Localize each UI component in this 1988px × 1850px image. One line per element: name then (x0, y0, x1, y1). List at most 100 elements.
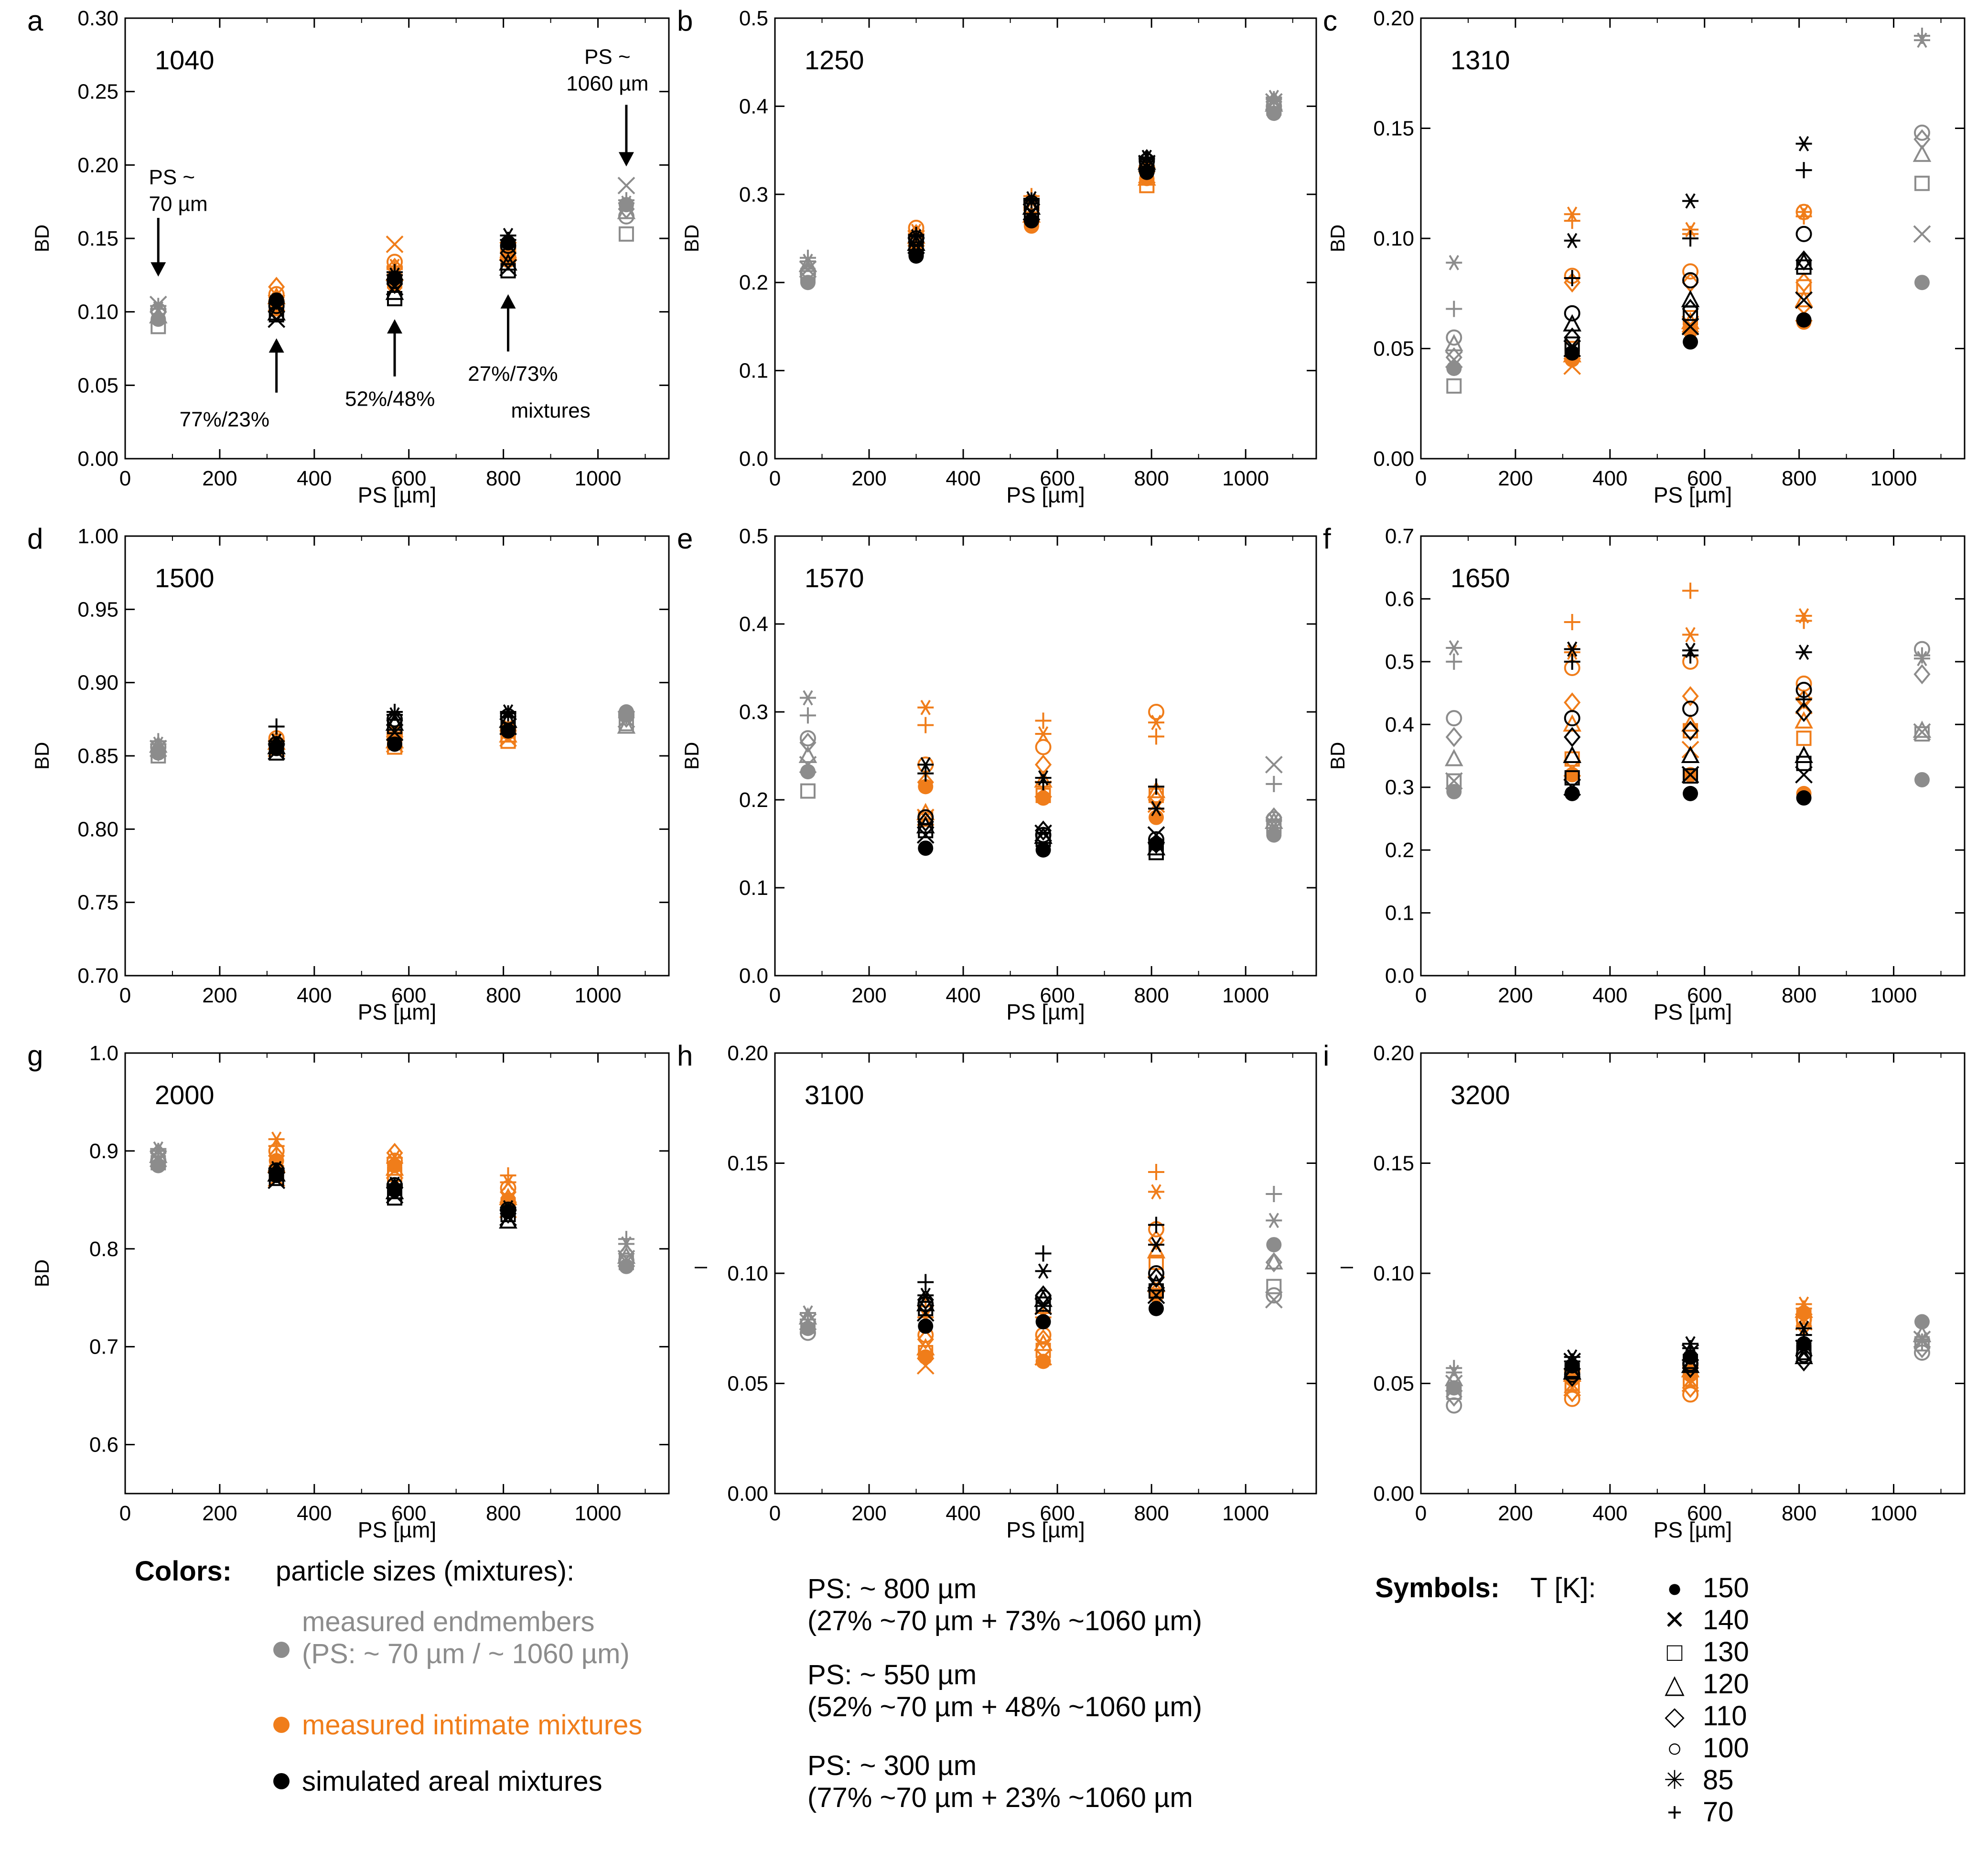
panel-title: 3100 (805, 1080, 864, 1110)
triangle-marker (1913, 144, 1932, 162)
plus-marker (1148, 728, 1165, 745)
x-tick-label: 200 (202, 467, 237, 490)
annotation-text: 27%/73% (468, 362, 558, 386)
diamond-marker (1795, 272, 1813, 293)
series-areal (1563, 1321, 1813, 1387)
diamond-marker (150, 741, 167, 762)
asterisk-marker (268, 733, 285, 749)
x-tick-label: 800 (486, 1502, 521, 1525)
plus-marker (150, 733, 167, 750)
panel-c: 0 200 400 600 800 1000 0.00 0.05 0.10 0.15 0.20 PS … (1323, 5, 1966, 507)
x-axis-label: PS [µm] (358, 1000, 437, 1024)
ps-note-300-line1: PS: ~ 300 µm (807, 1750, 977, 1781)
circle-marker (1035, 827, 1052, 843)
plus-marker (1148, 1163, 1165, 1180)
asterisk-marker (1035, 726, 1052, 742)
x-icon: ✕ (1664, 1605, 1686, 1635)
x-tick-label: 600 (1040, 1502, 1075, 1525)
square-marker (500, 263, 516, 279)
asterisk-marker (1266, 813, 1282, 829)
plus-marker (1795, 1327, 1812, 1344)
filled-circle-marker (1683, 785, 1698, 801)
y-tick-label: 0.4 (1385, 713, 1414, 736)
x-marker (1445, 772, 1463, 790)
plus-marker (1139, 150, 1155, 167)
x-tick-label: 200 (851, 467, 886, 490)
x-tick-label: 800 (486, 467, 521, 490)
square-marker (1796, 755, 1812, 771)
y-tick-label: 0.6 (89, 1433, 118, 1457)
x-marker (499, 259, 517, 277)
diamond-marker (1564, 727, 1581, 747)
diamond-marker (1023, 194, 1040, 215)
panel-b: 0 200 400 600 800 1000 0.0 0.1 0.2 0.3 0.4 0.5 PS [µ… (677, 5, 1317, 507)
plus-marker (500, 705, 516, 722)
plus-marker (1795, 208, 1812, 225)
triangle-marker (1681, 745, 1700, 763)
y-axis-label: BD (31, 225, 53, 252)
ps-note-550: PS: ~ 550 µm (52% ~70 µm + 48% ~1060 µm) (807, 1659, 1202, 1723)
square-marker (1266, 1279, 1282, 1294)
diamond-marker (618, 1243, 635, 1264)
circle-marker (1035, 739, 1052, 755)
plot-frame (774, 535, 1317, 977)
y-tick-label: 0.7 (1385, 525, 1414, 548)
x-marker (386, 235, 404, 253)
y-tick-label: 1.0 (89, 1042, 118, 1065)
plus-marker (1682, 647, 1699, 664)
panel-letter: i (1323, 1040, 1329, 1072)
circle-marker (1564, 1390, 1580, 1407)
plus-marker (1148, 1216, 1165, 1233)
plot-frame (1420, 535, 1966, 977)
y-tick-label: 0.4 (739, 613, 768, 636)
asterisk-marker (917, 1288, 934, 1303)
plus-marker (1795, 691, 1812, 708)
diamond-marker (1564, 692, 1581, 713)
symbol-value: 70 (1703, 1796, 1734, 1828)
series-endmember (149, 176, 636, 334)
colors-legend: Colors: particle sizes (mixtures): measu… (135, 1555, 642, 1798)
diamond-marker (1682, 299, 1699, 319)
asterisk-marker (1148, 1237, 1165, 1253)
square-marker (1446, 378, 1462, 394)
square-marker (618, 226, 634, 242)
square-marker (800, 783, 816, 799)
x-tick-label: 200 (1498, 1502, 1533, 1525)
areal-label: simulated areal mixtures (302, 1765, 602, 1797)
x-tick-label: 200 (851, 1502, 886, 1525)
triangle-icon: △ (1665, 1669, 1685, 1699)
diamond-marker (1795, 1351, 1813, 1372)
diamond-marker (1564, 1382, 1581, 1403)
series-areal (267, 227, 517, 328)
plus-marker (1148, 778, 1165, 795)
plus-marker (387, 1154, 403, 1171)
plus-marker (1795, 1300, 1812, 1317)
plus-marker (150, 298, 167, 314)
diamond-marker (1682, 721, 1699, 741)
panel-letter: d (27, 523, 43, 555)
filled-circle-marker (1796, 1336, 1812, 1352)
panel-title: 3200 (1451, 1080, 1510, 1110)
asterisk-marker (917, 757, 934, 773)
x-tick-label: 1000 (1222, 467, 1269, 490)
series-areal (1563, 641, 1813, 806)
plus-marker (1795, 162, 1812, 179)
x-tick-label: 1000 (575, 984, 622, 1007)
plus-marker (1266, 1186, 1282, 1203)
series-endmember (149, 704, 636, 764)
panel-g: 0 200 400 600 800 1000 0.6 0.7 0.8 0.9 1.0 PS [µm] B… (27, 1040, 670, 1542)
legend-endmember-row: measured endmembers (PS: ~ 70 µm / ~ 106… (273, 1606, 642, 1669)
annotation-text: 70 µm (149, 192, 207, 215)
diamond-marker (1148, 1268, 1165, 1288)
plus-marker (1023, 192, 1040, 209)
symbol-value: 130 (1703, 1636, 1749, 1667)
y-tick-label: 0.6 (1385, 587, 1414, 611)
plot-frame (774, 17, 1317, 460)
series-areal (916, 757, 1166, 860)
ps-note-550-line2: (52% ~70 µm + 48% ~1060 µm) (807, 1691, 1203, 1722)
asterisk-marker (1795, 136, 1812, 151)
plus-marker (1913, 647, 1930, 664)
circle-marker (1682, 1355, 1699, 1372)
triangle-marker (1147, 781, 1166, 798)
panel-letter: f (1323, 523, 1331, 555)
